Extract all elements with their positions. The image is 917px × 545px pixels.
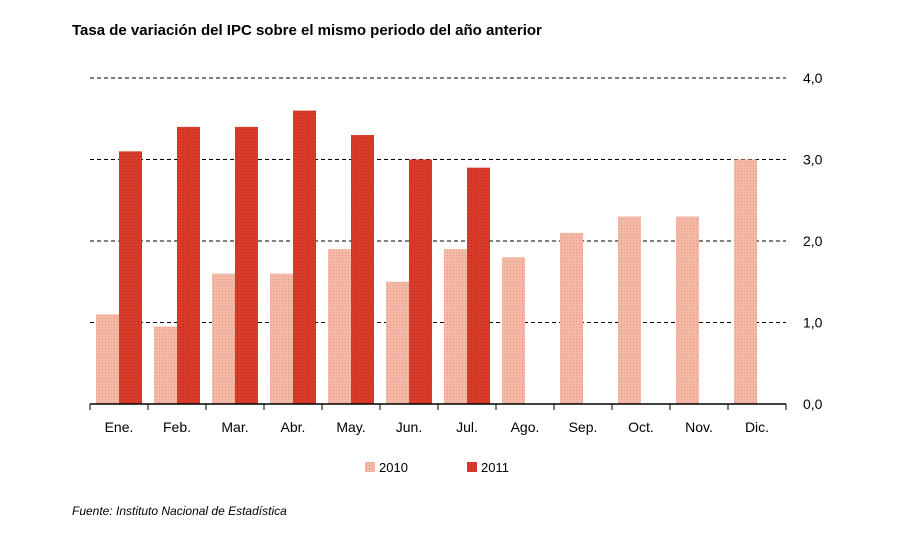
bar-2010-jul — [444, 249, 467, 404]
x-tick-label: Abr. — [281, 419, 306, 435]
bar-2010-jun — [386, 281, 409, 404]
bar-2010-abr — [270, 273, 293, 404]
bar-2010-ago — [502, 257, 525, 404]
x-tick-label: Ago. — [511, 419, 540, 435]
source-note: Fuente: Instituto Nacional de Estadístic… — [72, 504, 287, 518]
bar-2010-oct — [618, 216, 641, 404]
bar-2010-nov — [676, 216, 699, 404]
legend-swatch — [467, 462, 477, 472]
x-tick-label: Jul. — [456, 419, 478, 435]
chart-title: Tasa de variación del IPC sobre el mismo… — [72, 22, 542, 39]
y-tick-label: 0,0 — [803, 396, 823, 412]
y-tick-label: 3,0 — [803, 152, 823, 168]
bar-2011-jul — [467, 167, 490, 404]
bar-2010-sep — [560, 232, 583, 404]
bar-2011-abr — [293, 110, 316, 404]
x-tick-label: May. — [336, 419, 365, 435]
bar-2011-feb — [177, 126, 200, 405]
bar-2010-may — [328, 249, 351, 404]
x-tick-label: Oct. — [628, 419, 654, 435]
bar-2011-may — [351, 135, 374, 405]
bar-2011-ene — [119, 151, 142, 404]
bar-2011-mar — [235, 126, 258, 405]
bar-2010-ene — [96, 314, 119, 404]
y-tick-label: 1,0 — [803, 315, 823, 331]
legend-swatch — [365, 462, 375, 472]
y-tick-label: 4,0 — [803, 70, 823, 86]
bar-2010-mar — [212, 273, 235, 404]
legend: 2010 2011 — [365, 460, 509, 475]
bar-2010-dic — [734, 159, 757, 404]
legend-label: 2011 — [481, 460, 509, 475]
x-tick-label: Nov. — [685, 419, 713, 435]
x-tick-label: Ene. — [105, 419, 134, 435]
legend-label: 2010 — [379, 460, 408, 475]
x-tick-label: Jun. — [396, 419, 422, 435]
x-axis — [89, 403, 787, 410]
bar-2011-jun — [409, 159, 432, 404]
gridlines — [90, 77, 786, 323]
y-tick-label: 2,0 — [803, 233, 823, 249]
axis-labels: 0,0 1,0 2,0 3,0 4,0 Ene. Feb. Mar. Abr. May. Jun. J… — [105, 70, 823, 435]
x-tick-label: Feb. — [163, 419, 191, 435]
bars — [96, 110, 757, 405]
x-tick-label: Sep. — [569, 419, 598, 435]
x-tick-label: Dic. — [745, 419, 769, 435]
x-tick-label: Mar. — [221, 419, 248, 435]
bar-2010-feb — [154, 326, 177, 404]
